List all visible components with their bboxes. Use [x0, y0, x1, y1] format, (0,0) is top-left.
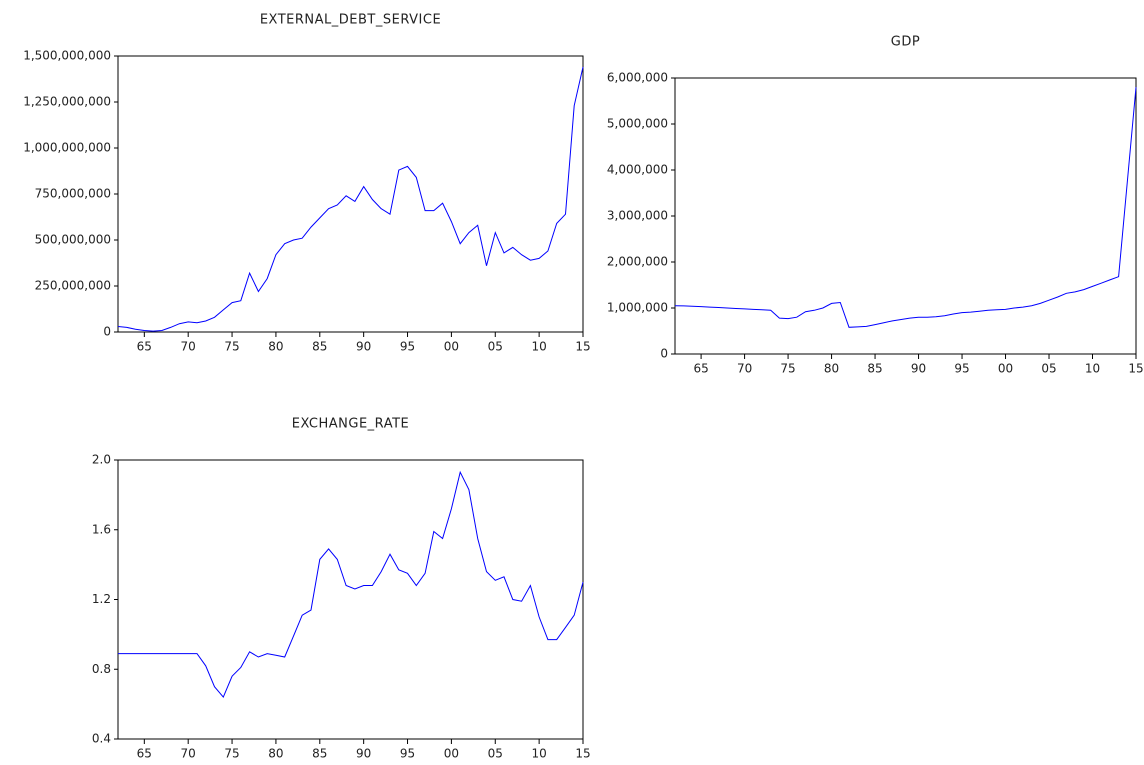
x-tick-label: 00 [444, 340, 459, 354]
chart-title: GDP [891, 35, 920, 50]
y-tick-label: 4,000,000 [607, 163, 668, 177]
x-tick-label: 65 [137, 747, 152, 761]
y-tick-label: 1.2 [92, 592, 111, 606]
x-tick-label: 80 [268, 747, 283, 761]
x-tick-label: 70 [737, 362, 752, 376]
y-tick-label: 1,500,000,000 [23, 49, 111, 63]
x-tick-label: 90 [356, 747, 371, 761]
x-tick-label: 95 [400, 340, 415, 354]
y-tick-label: 2,000,000 [607, 255, 668, 269]
plot-frame [674, 77, 1137, 355]
y-tick-label: 6,000,000 [607, 71, 668, 85]
x-tick-label: 05 [488, 747, 503, 761]
x-tick-label: 85 [312, 747, 327, 761]
series-line [117, 66, 584, 332]
x-tick-label: 95 [954, 362, 969, 376]
x-tick-label: 90 [356, 340, 371, 354]
x-tick-label: 75 [224, 747, 239, 761]
x-tick-label: 70 [181, 340, 196, 354]
y-tick-label: 0.8 [92, 662, 111, 676]
x-tick-label: 95 [400, 747, 415, 761]
y-tick-label: 750,000,000 [35, 187, 111, 201]
y-tick-label: 1.6 [92, 522, 111, 536]
x-tick-label: 00 [444, 747, 459, 761]
y-tick-label: 0.4 [92, 732, 111, 746]
y-tick-label: 1,000,000 [607, 301, 668, 315]
series-line [118, 470, 584, 699]
x-tick-label: 75 [780, 362, 795, 376]
x-tick-label: 75 [224, 340, 239, 354]
x-tick-label: 85 [867, 362, 882, 376]
x-tick-label: 70 [181, 747, 196, 761]
x-tick-label: 05 [488, 340, 503, 354]
x-tick-label: 10 [531, 747, 546, 761]
x-tick-label: 65 [693, 362, 708, 376]
y-tick-label: 1,250,000,000 [23, 95, 111, 109]
y-tick-label: 3,000,000 [607, 209, 668, 223]
chart-title: EXCHANGE_RATE [292, 417, 409, 432]
y-tick-label: 1,000,000,000 [23, 141, 111, 155]
x-tick-label: 10 [1085, 362, 1100, 376]
x-tick-label: 15 [1128, 362, 1143, 376]
x-tick-label: 80 [824, 362, 839, 376]
x-tick-label: 65 [137, 340, 152, 354]
x-tick-label: 05 [1041, 362, 1056, 376]
y-tick-label: 0 [660, 347, 668, 361]
x-tick-label: 15 [575, 340, 590, 354]
chart-title: EXTERNAL_DEBT_SERVICE [260, 13, 441, 28]
x-tick-label: 85 [312, 340, 327, 354]
x-tick-label: 10 [531, 340, 546, 354]
plot-frame [117, 55, 584, 333]
y-tick-label: 2.0 [92, 453, 111, 467]
y-tick-label: 5,000,000 [607, 117, 668, 131]
y-tick-label: 250,000,000 [35, 279, 111, 293]
x-tick-label: 00 [998, 362, 1013, 376]
x-tick-label: 90 [911, 362, 926, 376]
y-tick-label: 500,000,000 [35, 233, 111, 247]
y-tick-label: 0 [103, 325, 111, 339]
x-tick-label: 15 [575, 747, 590, 761]
x-tick-label: 80 [268, 340, 283, 354]
series-line [674, 87, 1137, 328]
